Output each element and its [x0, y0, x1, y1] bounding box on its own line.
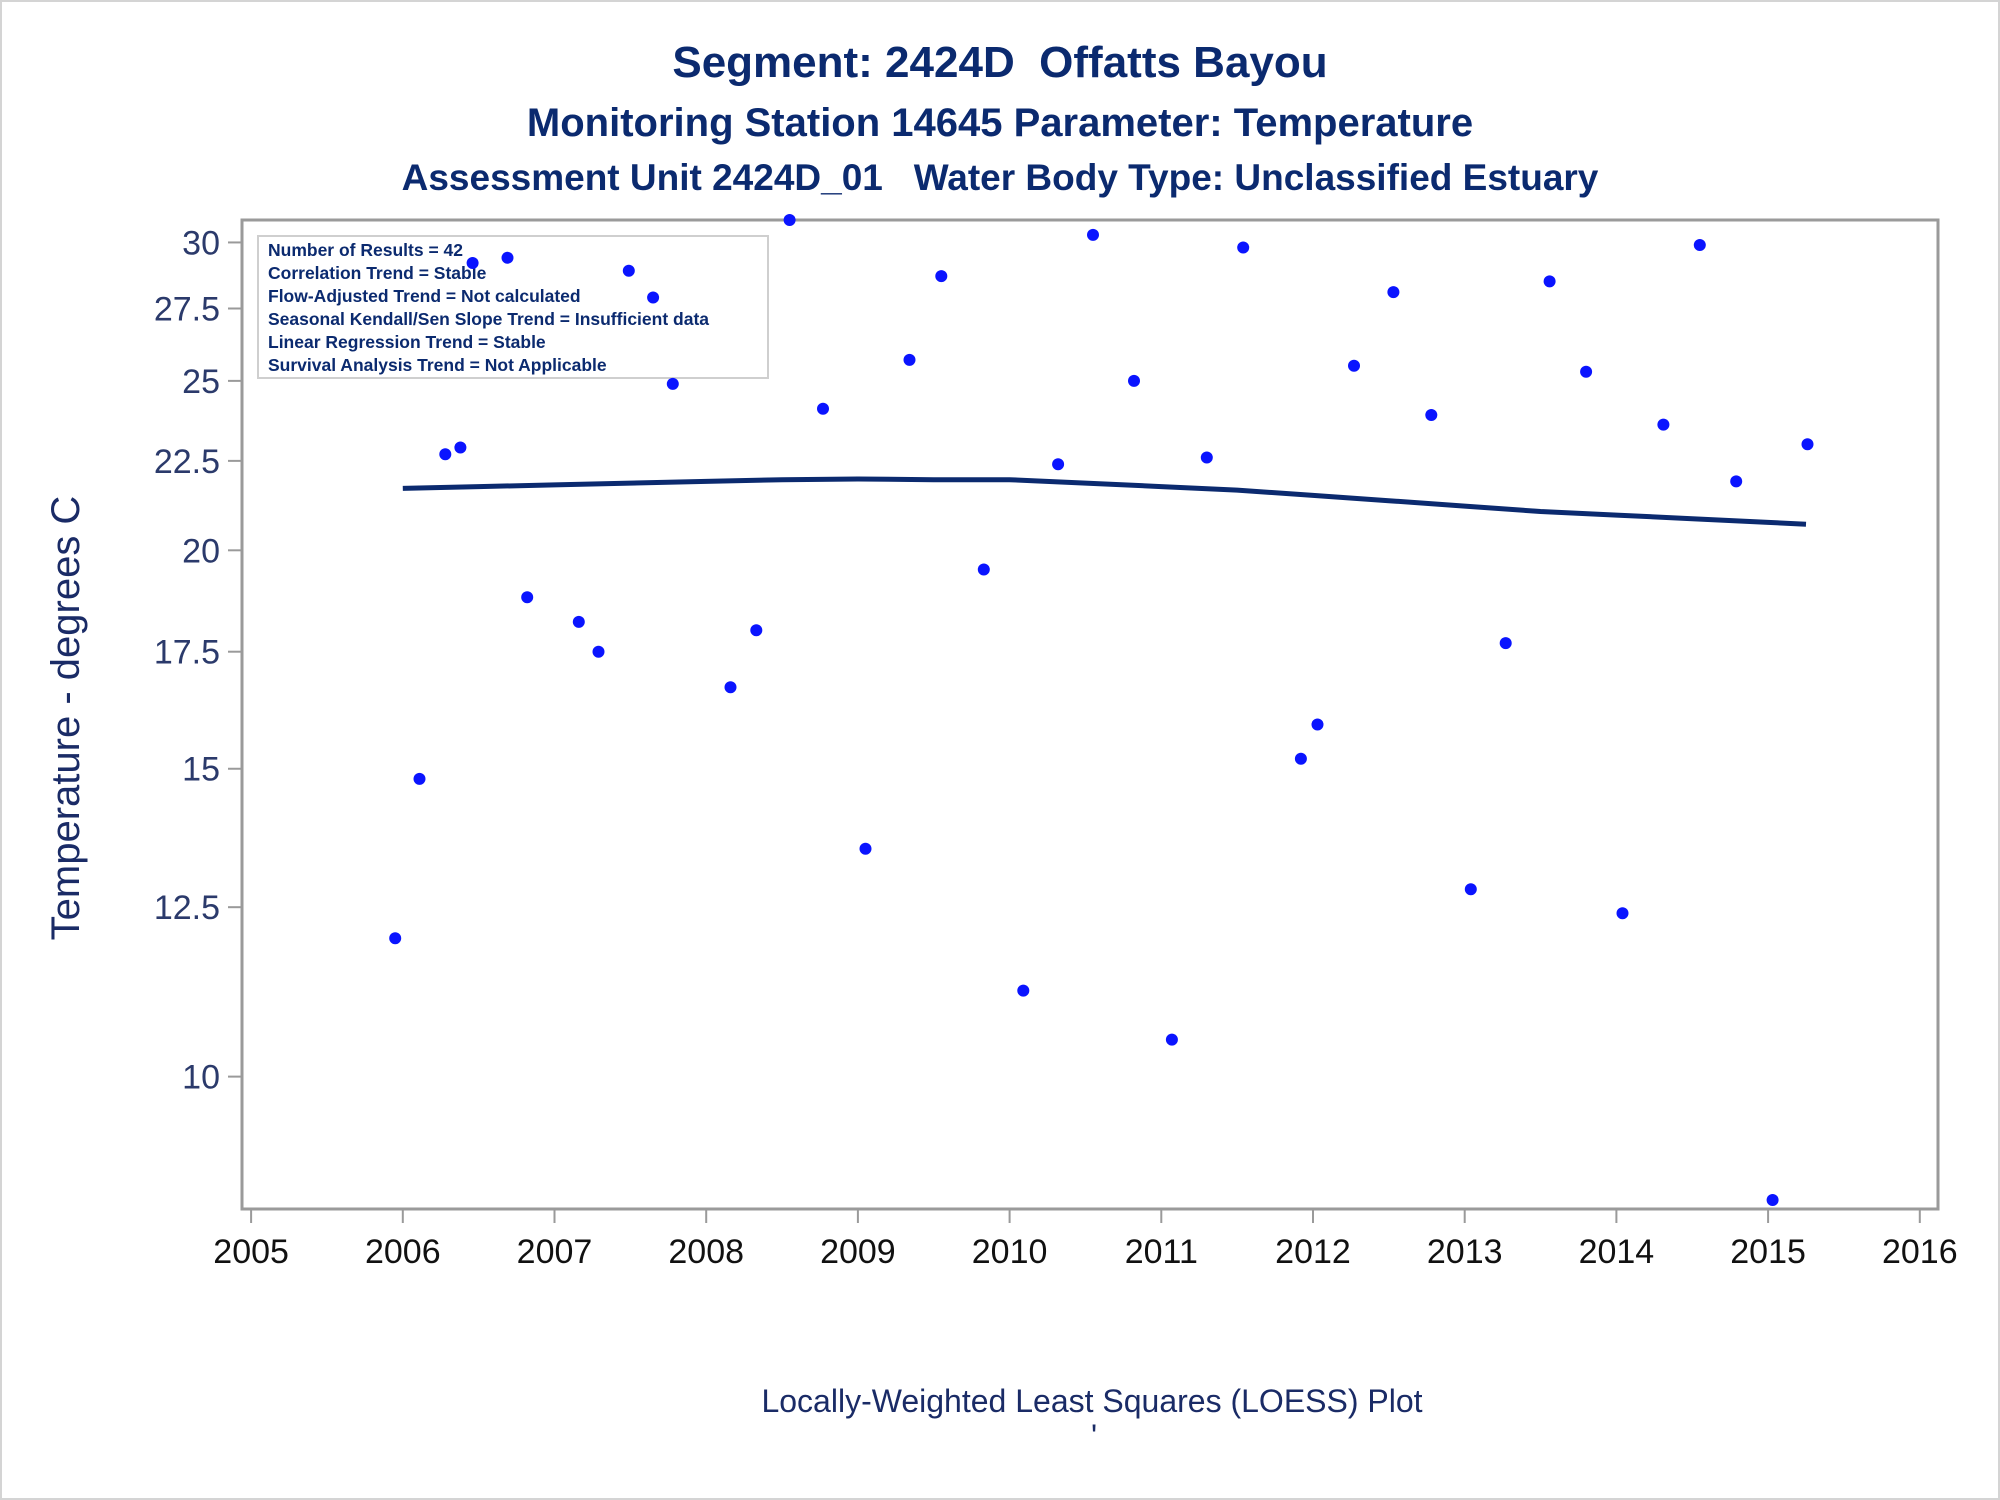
data-point	[439, 448, 452, 461]
footnote-text: Locally-Weighted Least Squares (LOESS) P…	[761, 1383, 1422, 1419]
data-point	[501, 251, 514, 264]
data-point	[1387, 286, 1400, 299]
x-tick-label: 2009	[820, 1233, 896, 1271]
x-tick-label: 2005	[213, 1233, 289, 1271]
data-point	[1017, 984, 1030, 997]
data-point	[1311, 718, 1324, 731]
info-box-line: Correlation Trend = Stable	[268, 263, 487, 283]
y-tick-label: 20	[182, 532, 220, 570]
data-point	[647, 291, 660, 304]
data-point	[903, 353, 916, 366]
y-tick-label: 12.5	[154, 889, 220, 927]
data-point	[1087, 228, 1099, 241]
data-point	[666, 377, 679, 390]
data-point	[521, 591, 534, 604]
x-tick-label: 2007	[517, 1233, 593, 1271]
info-box-line: Seasonal Kendall/Sen Slope Trend = Insuf…	[268, 309, 709, 329]
data-point	[1128, 374, 1140, 387]
data-point	[817, 402, 829, 415]
data-point	[783, 214, 796, 226]
data-point	[977, 563, 990, 576]
x-tick-label: 2008	[668, 1233, 744, 1271]
data-point	[859, 842, 872, 855]
data-point	[1616, 907, 1629, 920]
data-point	[1464, 883, 1477, 896]
data-point	[1237, 241, 1250, 254]
data-point	[1294, 752, 1307, 765]
x-tick-label: 2015	[1730, 1233, 1806, 1271]
info-box-line: Flow-Adjusted Trend = Not calculated	[268, 286, 581, 306]
y-tick-label: 17.5	[154, 634, 220, 672]
data-point	[724, 681, 737, 694]
loess-layer	[402, 476, 1807, 527]
info-box-line: Linear Regression Trend = Stable	[268, 332, 546, 352]
y-tick-label: 30	[182, 224, 220, 262]
data-point	[389, 932, 402, 945]
data-point	[592, 645, 605, 658]
data-point	[454, 441, 467, 454]
data-point	[935, 270, 948, 283]
axes-layer: 10 12.5 15 17.5 20 22.5 25 27.5 30 2005 2006 2007 20…	[154, 218, 1958, 1271]
data-point	[1543, 275, 1556, 288]
data-point	[413, 772, 426, 785]
x-tick-label: 2016	[1882, 1233, 1958, 1271]
x-tick-label: 2013	[1427, 1233, 1503, 1271]
data-point	[1730, 475, 1743, 488]
x-tick-label: 2006	[365, 1233, 441, 1271]
info-box-line: Number of Results = 42	[268, 240, 463, 260]
data-point	[622, 264, 635, 277]
data-point	[1499, 637, 1512, 650]
data-point	[466, 257, 479, 269]
data-point	[1425, 409, 1438, 421]
loess-line	[402, 476, 1807, 527]
data-point	[1348, 359, 1360, 372]
x-tick-label: 2014	[1579, 1233, 1655, 1271]
x-tick-label: 2011	[1125, 1233, 1198, 1271]
y-tick-label: 22.5	[154, 443, 220, 481]
data-point	[1657, 418, 1670, 431]
data-point	[572, 615, 585, 628]
y-tick-label: 25	[182, 363, 220, 401]
y-tick-label: 27.5	[154, 291, 220, 329]
data-point	[1766, 1194, 1779, 1206]
data-point	[1052, 458, 1065, 471]
data-point	[1580, 365, 1593, 378]
chart-subtitle-assessment: Assessment Unit 2424D_01 Water Body Type…	[401, 157, 1599, 198]
data-point	[1801, 438, 1814, 451]
x-tick-label: 2010	[972, 1233, 1048, 1271]
data-point	[1693, 239, 1706, 251]
y-tick-label: 10	[182, 1059, 220, 1097]
points-layer	[389, 214, 1814, 1206]
chart-title: Segment: 2424D Offatts Bayou	[672, 38, 1328, 87]
footnote-mark: '	[1091, 1418, 1097, 1454]
data-point	[1200, 451, 1213, 464]
plot-area-border	[240, 218, 1940, 1211]
x-tick-label: 2012	[1275, 1233, 1351, 1271]
info-box-line: Survival Analysis Trend = Not Applicable	[268, 355, 607, 375]
data-point	[750, 624, 763, 637]
y-axis-label: Temperature - degrees C	[44, 496, 88, 941]
data-point	[1165, 1033, 1178, 1046]
y-tick-label: 15	[182, 751, 220, 789]
chart-subtitle-station: Monitoring Station 14645 Parameter: Temp…	[526, 101, 1474, 145]
